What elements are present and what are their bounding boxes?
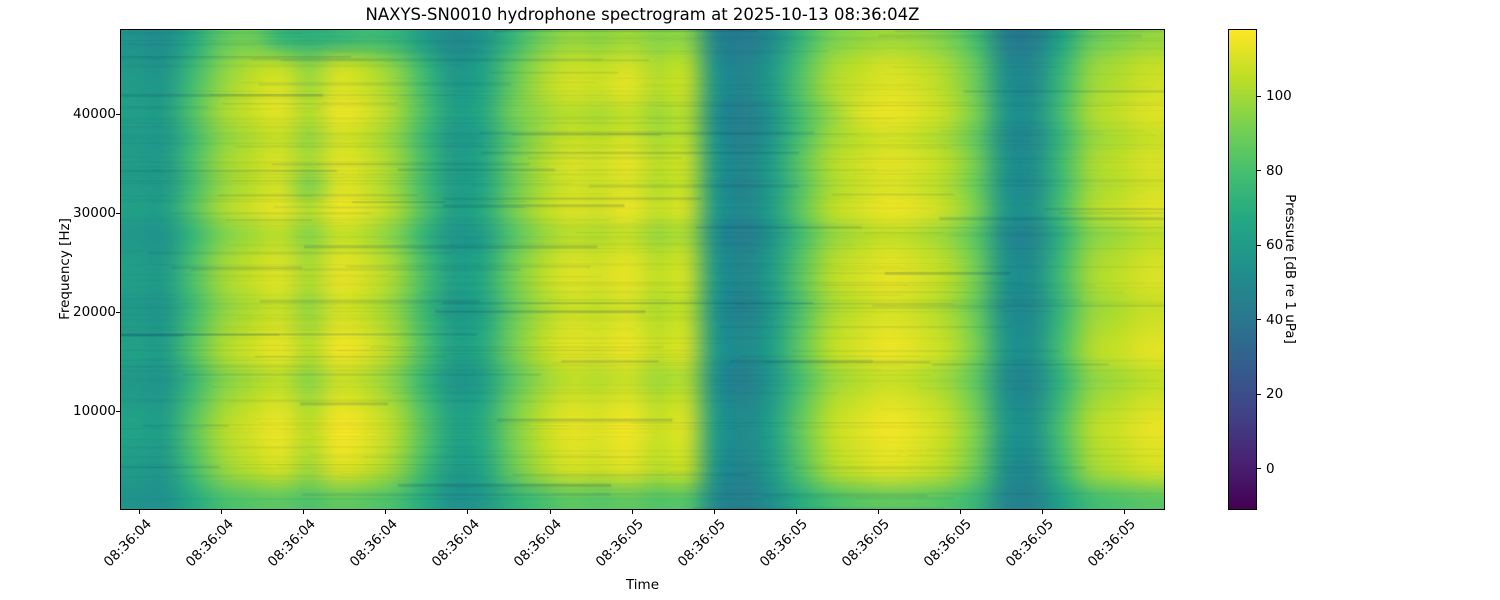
x-axis-tick-mark	[549, 510, 551, 514]
x-axis-tick-label: 08:36:05	[921, 516, 976, 571]
colorbar-tick-mark	[1257, 95, 1261, 97]
x-axis-tick-mark	[959, 510, 961, 514]
x-axis-tick-mark	[713, 510, 715, 514]
colorbar-tick-label: 100	[1266, 88, 1292, 105]
x-axis-tick-mark	[467, 510, 469, 514]
x-axis-tick-mark	[1123, 510, 1125, 514]
colorbar-label: Pressure [dB re 1 uPa]	[1282, 194, 1298, 344]
x-axis-tick-label: 08:36:05	[757, 516, 812, 571]
colorbar-tick-label: 60	[1266, 237, 1284, 254]
chart-title: NAXYS-SN0010 hydrophone spectrogram at 2…	[365, 5, 920, 24]
spectrogram-texture-overlay	[121, 30, 1164, 509]
frequency-axis-label: Frequency [Hz]	[57, 218, 73, 320]
plot-area	[120, 29, 1165, 510]
colorbar-tick-mark	[1257, 244, 1261, 246]
x-axis-tick-label: 08:36:05	[675, 516, 730, 571]
colorbar-tick-mark	[1257, 393, 1261, 395]
x-axis-tick-label: 08:36:04	[265, 516, 320, 571]
y-axis-tick-label: 20000	[73, 304, 116, 321]
x-axis-tick-label: 08:36:05	[593, 516, 648, 571]
colorbar-tick-label: 80	[1266, 162, 1284, 179]
x-axis-tick-label: 08:36:04	[511, 516, 566, 571]
y-axis-tick-mark	[116, 410, 120, 412]
colorbar-tick-mark	[1257, 170, 1261, 172]
y-axis-tick-label: 40000	[73, 106, 116, 123]
y-axis-tick-mark	[116, 212, 120, 214]
x-axis-tick-label: 08:36:05	[1085, 516, 1140, 571]
y-axis-tick-mark	[116, 113, 120, 115]
x-axis-tick-mark	[139, 510, 141, 514]
colorbar-tick-mark	[1257, 319, 1261, 321]
x-axis-tick-mark	[385, 510, 387, 514]
colorbar-tick-label: 20	[1266, 386, 1284, 403]
x-axis-tick-label: 08:36:04	[100, 516, 156, 571]
x-axis-tick-mark	[631, 510, 633, 514]
x-axis-tick-mark	[303, 510, 305, 514]
y-axis-tick-label: 30000	[73, 205, 116, 222]
x-axis-tick-label: 08:36:04	[183, 516, 238, 571]
colorbar-tick-label: 0	[1266, 460, 1275, 477]
time-axis-label: Time	[625, 577, 660, 593]
colorbar-tick-label: 40	[1266, 311, 1284, 328]
x-axis-tick-mark	[1041, 510, 1043, 514]
x-axis-tick-mark	[795, 510, 797, 514]
x-axis-tick-label: 08:36:04	[347, 516, 402, 571]
colorbar	[1228, 29, 1257, 510]
x-axis-tick-label: 08:36:04	[429, 516, 484, 571]
y-axis-tick-label: 10000	[73, 403, 116, 420]
x-axis-tick-label: 08:36:05	[1003, 516, 1058, 571]
x-axis-tick-mark	[221, 510, 223, 514]
colorbar-tick-mark	[1257, 468, 1261, 470]
x-axis-tick-label: 08:36:05	[839, 516, 894, 571]
y-axis-tick-mark	[116, 311, 120, 313]
x-axis-tick-mark	[877, 510, 879, 514]
colorbar-canvas	[1229, 30, 1256, 509]
